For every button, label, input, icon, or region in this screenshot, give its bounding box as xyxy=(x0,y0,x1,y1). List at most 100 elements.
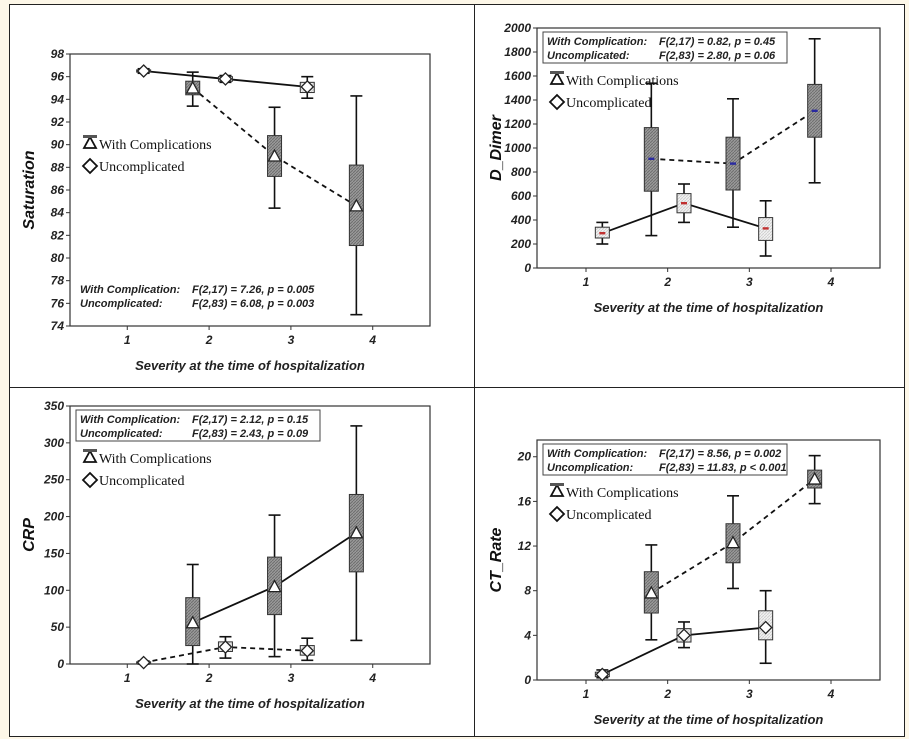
y-tick-label: 0 xyxy=(524,673,531,687)
mean-marker-diamond xyxy=(595,667,610,682)
y-tick-label: 0 xyxy=(524,261,531,275)
stats-box xyxy=(75,409,321,442)
y-tick-label: 1000 xyxy=(504,141,531,155)
stats-value: F(2,83) = 2.43, p = 0.09 xyxy=(192,428,309,440)
legend-label: With Complications xyxy=(566,74,679,89)
y-tick-label: 100 xyxy=(44,583,64,597)
series-line-with-complications xyxy=(650,478,816,594)
x-axis-label: Severity at the time of hospitalization xyxy=(594,712,824,727)
y-tick-label: 250 xyxy=(43,473,64,487)
x-axis-label: Severity at the time of hospitalization xyxy=(135,358,365,373)
legend-diamond-icon xyxy=(81,471,99,489)
x-tick-label: 1 xyxy=(583,275,590,289)
y-tick-label: 1400 xyxy=(504,93,531,107)
y-tick-label: 150 xyxy=(44,546,64,560)
plot-area xyxy=(69,405,431,665)
y-tick-label: 350 xyxy=(44,399,64,413)
stats-value: F(2,83) = 11.83, p < 0.001 xyxy=(659,462,787,474)
legend-triangle-bar xyxy=(550,71,564,74)
panel-divider-horizontal xyxy=(9,387,905,388)
mean-marker-diamond xyxy=(218,72,233,86)
y-tick-label: 78 xyxy=(51,274,65,288)
legend-triangle-icon xyxy=(82,449,98,463)
y-tick-label: 82 xyxy=(51,228,65,242)
y-tick-label: 400 xyxy=(510,213,531,227)
legend-label: With Complications xyxy=(99,452,212,467)
stats-label: With Complication: xyxy=(547,36,647,48)
y-tick-label: 86 xyxy=(51,183,65,197)
mean-marker-triangle xyxy=(185,615,200,629)
x-tick-label: 2 xyxy=(663,275,671,289)
legend-triangle-bar xyxy=(83,135,97,138)
stats-label: With Complication: xyxy=(547,448,647,460)
legend-diamond-icon xyxy=(81,157,99,175)
x-tick-label: 4 xyxy=(827,275,835,289)
x-tick-label: 2 xyxy=(205,333,213,347)
y-axis-label: Saturation xyxy=(21,150,38,229)
x-axis-label: Severity at the time of hospitalization xyxy=(135,696,365,711)
legend-triangle-bar xyxy=(550,483,564,486)
plot-area xyxy=(536,439,881,681)
plot-area xyxy=(69,53,431,327)
stats-value: F(2,17) = 7.26, p = 0.005 xyxy=(192,284,315,296)
legend-diamond-icon xyxy=(548,505,566,523)
y-tick-label: 12 xyxy=(518,539,532,553)
stats-value: F(2,17) = 2.12, p = 0.15 xyxy=(192,414,309,426)
y-tick-label: 98 xyxy=(51,47,65,61)
d-dimer-chart: 0 200 400 600 800 1000 1200 1400 1600 1800 2000 1 2 3… xyxy=(488,21,881,315)
y-tick-label: 2000 xyxy=(503,21,531,35)
legend-label: Uncomplicated xyxy=(566,96,652,111)
x-tick-label: 3 xyxy=(746,687,753,701)
y-tick-label: 94 xyxy=(51,92,65,106)
mean-marker-triangle xyxy=(267,148,282,162)
mean-marker-diamond xyxy=(758,620,773,635)
mean-marker-diamond xyxy=(300,79,315,94)
legend-triangle-icon xyxy=(549,71,565,85)
x-tick-label: 1 xyxy=(583,687,590,701)
mean-marker-triangle xyxy=(349,525,364,539)
x-tick-label: 4 xyxy=(368,333,376,347)
y-tick-label: 50 xyxy=(51,620,65,634)
stats-box xyxy=(542,443,788,476)
stats-value: F(2,17) = 0.82, p = 0.45 xyxy=(659,36,776,48)
stats-value: F(2,17) = 8.56, p = 0.002 xyxy=(659,448,781,460)
y-tick-label: 8 xyxy=(524,584,531,598)
stats-label: Uncomplication: xyxy=(547,462,634,474)
mean-marker-diamond xyxy=(677,628,691,643)
y-tick-label: 16 xyxy=(518,494,532,508)
y-tick-label: 1800 xyxy=(504,45,531,59)
y-tick-label: 76 xyxy=(51,296,65,310)
x-axis-label: Severity at the time of hospitalization xyxy=(594,300,824,315)
legend-diamond-icon xyxy=(548,93,566,111)
y-tick-label: 88 xyxy=(51,160,65,174)
x-tick-label: 4 xyxy=(368,671,376,685)
y-axis-label: CRP xyxy=(21,518,38,552)
legend-label: Uncomplicated xyxy=(566,508,652,523)
mean-marker-diamond xyxy=(136,655,151,670)
mean-marker-diamond xyxy=(218,640,233,654)
x-tick-label: 4 xyxy=(827,687,835,701)
y-tick-label: 20 xyxy=(517,450,532,464)
y-tick-label: 0 xyxy=(57,657,64,671)
stats-label: With Complication: xyxy=(80,414,180,426)
x-tick-label: 1 xyxy=(124,333,131,347)
legend-triangle-icon xyxy=(82,135,98,149)
stats-label: Uncomplicated: xyxy=(80,428,163,440)
y-tick-label: 90 xyxy=(51,138,65,152)
y-tick-label: 74 xyxy=(51,319,65,333)
mean-marker-diamond xyxy=(136,64,151,78)
stats-label: Uncomplicated: xyxy=(80,298,163,310)
y-tick-label: 1200 xyxy=(504,117,531,131)
y-tick-label: 96 xyxy=(51,70,65,84)
stats-label: With Complication: xyxy=(80,284,180,296)
x-tick-label: 3 xyxy=(746,275,753,289)
y-tick-label: 1600 xyxy=(504,69,531,83)
stats-value: F(2,83) = 6.08, p = 0.003 xyxy=(192,298,314,310)
mean-marker-triangle xyxy=(725,535,741,549)
plot-area xyxy=(536,27,881,269)
y-tick-label: 80 xyxy=(51,251,65,265)
mean-marker-triangle xyxy=(185,80,200,94)
x-tick-label: 2 xyxy=(663,687,671,701)
stats-label: Uncomplicated: xyxy=(547,50,630,62)
